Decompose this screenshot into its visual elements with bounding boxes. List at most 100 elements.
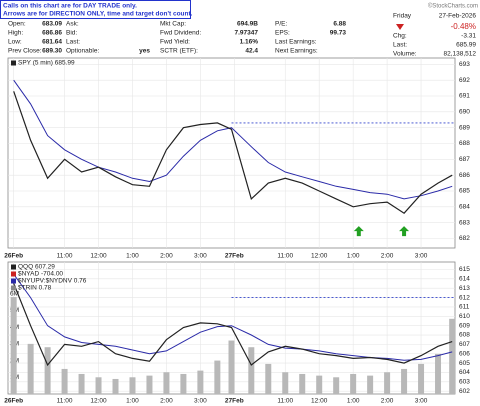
y-tick-label: 690 (459, 109, 470, 116)
volume-bar (401, 368, 408, 394)
x-tick-label: 11:00 (277, 253, 293, 260)
watermark: ©StockCharts.com (428, 3, 478, 10)
quote-value: 42.4 (245, 48, 258, 55)
y-tick-label: 605 (459, 360, 470, 367)
quote-value: 7.97347 (235, 30, 259, 37)
stat-label: Last: (393, 42, 407, 49)
volume-bar (367, 375, 374, 394)
volume-bar (197, 370, 204, 394)
volume-tick-label: 6M (10, 290, 19, 297)
x-tick-label: 1:00 (347, 253, 360, 260)
quote-value: 99.73 (330, 30, 347, 37)
quote-label: Ask: (66, 21, 79, 28)
price-line (13, 283, 453, 367)
direction-arrow (353, 226, 364, 237)
x-tick-label: 12:00 (90, 398, 107, 405)
x-tick-label: 3:00 (415, 398, 428, 405)
volume-bar (316, 375, 323, 394)
x-tick-label: 11:00 (57, 253, 73, 260)
volume-bar (282, 372, 289, 394)
x-tick-label: 2:00 (381, 398, 394, 405)
volume-bar (129, 377, 136, 394)
y-tick-label: 688 (459, 140, 470, 147)
x-tick-label: 1:00 (126, 253, 139, 260)
volume-bar (299, 373, 306, 394)
volume-bar (214, 360, 221, 394)
volume-bar (10, 297, 17, 394)
x-tick-label: 26Feb (4, 398, 23, 405)
y-tick-label: 682 (459, 235, 470, 242)
direction-arrow (399, 226, 410, 237)
quote-label: High: (8, 30, 23, 37)
legend-swatch (11, 278, 16, 284)
y-tick-label: 613 (459, 285, 470, 292)
y-tick-label: 609 (459, 322, 470, 329)
legend-swatch (11, 285, 16, 291)
x-tick-label: 11:00 (277, 398, 293, 405)
quote-label: P/E: (275, 21, 287, 28)
quote-label: Fwd Dividend: (160, 30, 201, 37)
legend-swatch (11, 264, 16, 270)
volume-bar (265, 363, 272, 394)
legend-swatch (11, 60, 16, 66)
quote-label: Optionable: (66, 48, 99, 55)
volume-bar (44, 347, 51, 394)
quote-value: 683.09 (42, 21, 62, 28)
x-tick-label: 1:00 (347, 398, 360, 405)
y-tick-label: 604 (459, 369, 470, 376)
down-icon (396, 24, 404, 30)
y-tick-label: 683 (459, 219, 470, 226)
y-tick-label: 614 (459, 276, 470, 283)
x-tick-label: 12:00 (311, 253, 328, 260)
moving-average (13, 273, 453, 361)
y-tick-label: 686 (459, 172, 470, 179)
price-line (13, 91, 453, 214)
x-tick-label: 12:00 (311, 398, 328, 405)
notice-box (0, 0, 191, 19)
volume-bar (112, 378, 119, 394)
volume-bar (163, 372, 170, 394)
panel (7, 57, 456, 249)
y-tick-label: 685 (459, 188, 470, 195)
y-tick-label: 693 (459, 61, 470, 68)
x-tick-label: 3:00 (194, 398, 207, 405)
x-tick-label: 3:00 (194, 253, 207, 260)
notice-line: Arrows are for DIRECTION ONLY, time and … (3, 11, 193, 18)
volume-bar (350, 373, 357, 394)
y-tick-label: 607 (459, 341, 470, 348)
legend-label: QQQ 607.29 (18, 264, 55, 271)
y-tick-label: 603 (459, 379, 470, 386)
legend-label: $NYUPV:$NYDNV 0.76 (18, 278, 87, 285)
y-tick-label: 689 (459, 124, 470, 131)
stat-value: 82,138,512 (443, 51, 476, 58)
x-tick-label: 12:00 (90, 253, 107, 260)
y-tick-label: 611 (459, 304, 470, 311)
y-tick-label: 612 (459, 294, 470, 301)
volume-bar (435, 353, 442, 394)
volume-bar (146, 375, 153, 394)
y-tick-label: 684 (459, 204, 470, 211)
quote-date: 27-Feb-2026 (439, 13, 477, 20)
y-tick-label: 602 (459, 388, 470, 395)
stat-value: 685.99 (456, 42, 476, 49)
y-tick-label: 615 (459, 266, 470, 273)
quote-day: Friday (393, 13, 412, 20)
y-tick-label: 606 (459, 350, 470, 357)
x-tick-label: 2:00 (160, 253, 173, 260)
volume-bar (228, 340, 235, 394)
volume-bar (449, 318, 456, 394)
quote-label: Last: (66, 39, 80, 46)
x-tick-label: 27Feb (225, 253, 244, 260)
legend-label: $TRIN 0.78 (18, 285, 52, 292)
quote-label: Bid: (66, 30, 77, 37)
quote-value: yes (139, 48, 150, 55)
volume-bar (180, 373, 187, 394)
stat-label: Chg: (393, 33, 407, 40)
y-tick-label: 608 (459, 332, 470, 339)
change-pct: -0.48% (451, 22, 476, 31)
volume-bar (27, 343, 34, 394)
volume-bar (61, 368, 68, 394)
stat-value: -3.31 (461, 33, 476, 40)
